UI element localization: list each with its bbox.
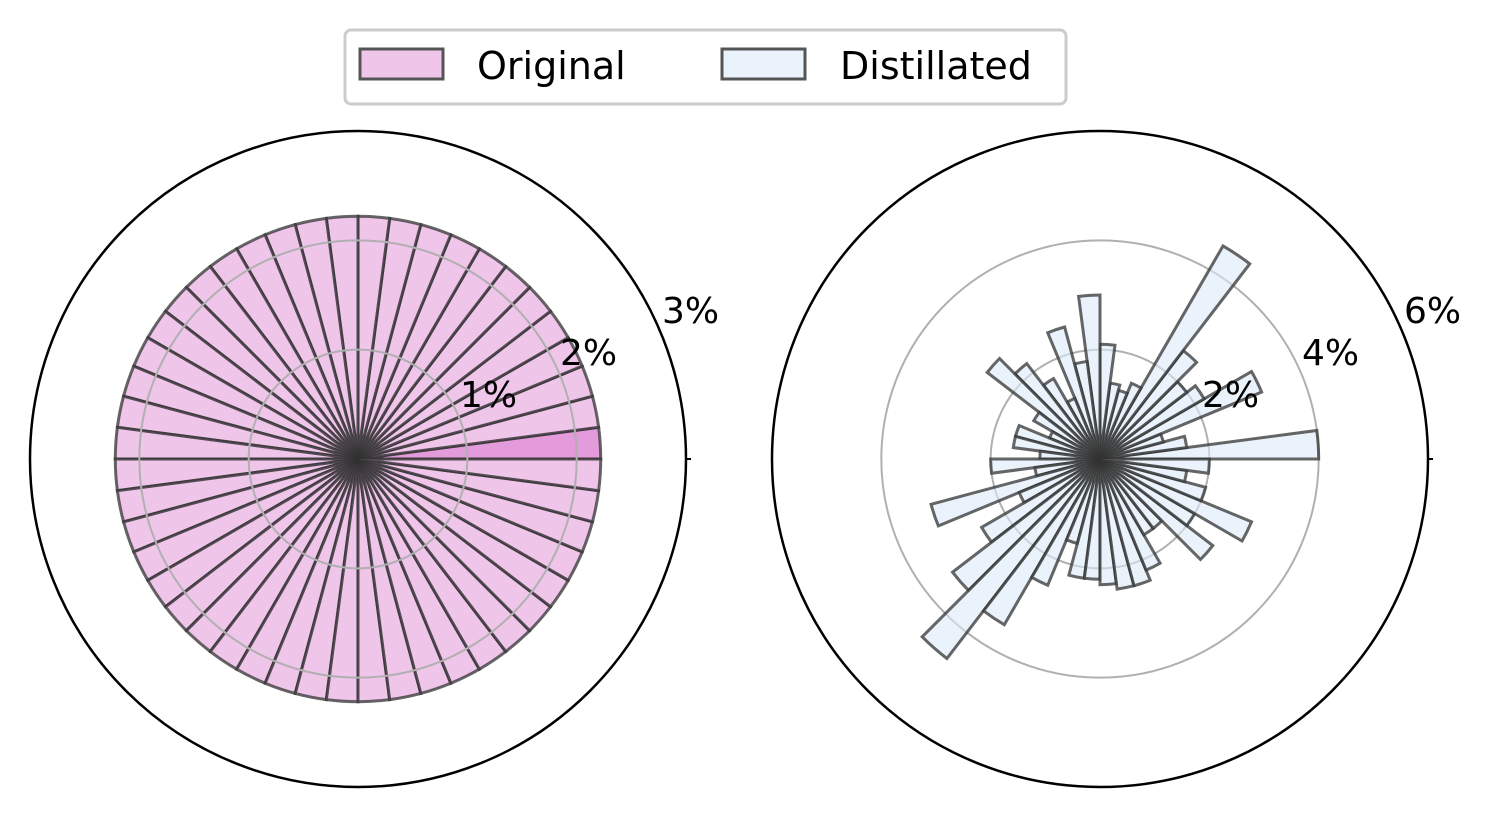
- legend-swatch-distillated: [720, 47, 807, 81]
- rtick-label-original-3: 3%: [662, 291, 719, 332]
- rtick-label-distillated-1: 2%: [1202, 375, 1259, 416]
- rtick-label-distillated-2: 4%: [1302, 333, 1359, 374]
- grid-circle-2: [138, 239, 578, 679]
- rtick-label-original-2: 2%: [560, 333, 617, 374]
- legend: Original Distillated: [343, 28, 1068, 106]
- polar-bar-48: [1099, 457, 1211, 475]
- polar-bar-8: [1098, 243, 1252, 460]
- legend-label-distillated: Distillated: [840, 44, 1032, 88]
- polar-bar-32: [981, 458, 1102, 627]
- polar-bar-20: [1031, 410, 1101, 461]
- polar-chart-original: 1% 2% 3%: [28, 129, 719, 789]
- polar-bar-31: [920, 457, 1102, 661]
- legend-label-original: Original: [477, 44, 626, 88]
- legend-swatch-original: [358, 47, 445, 81]
- polar-bar-43: [1098, 457, 1215, 562]
- polar-bar-23: [1011, 434, 1101, 461]
- polar-bar-33: [1029, 458, 1102, 588]
- grid-circle-1: [247, 348, 469, 570]
- polar-bar-9: [1098, 381, 1144, 460]
- radial-grid-original: [138, 239, 578, 679]
- polar-bar-46: [1099, 457, 1208, 503]
- legend-frame: [343, 28, 1068, 106]
- rtick-label-distillated-3: 6%: [1404, 291, 1461, 332]
- polar-bars-distillated: [920, 243, 1321, 661]
- rtick-label-original-1: 1%: [460, 375, 517, 416]
- polar-bar-19: [985, 356, 1102, 461]
- polar-bar-45: [1099, 457, 1254, 544]
- polar-bar-48: [357, 457, 603, 493]
- polar-chart-distillated: 2% 4% 6%: [770, 129, 1461, 789]
- polar-bars-original: [113, 214, 603, 704]
